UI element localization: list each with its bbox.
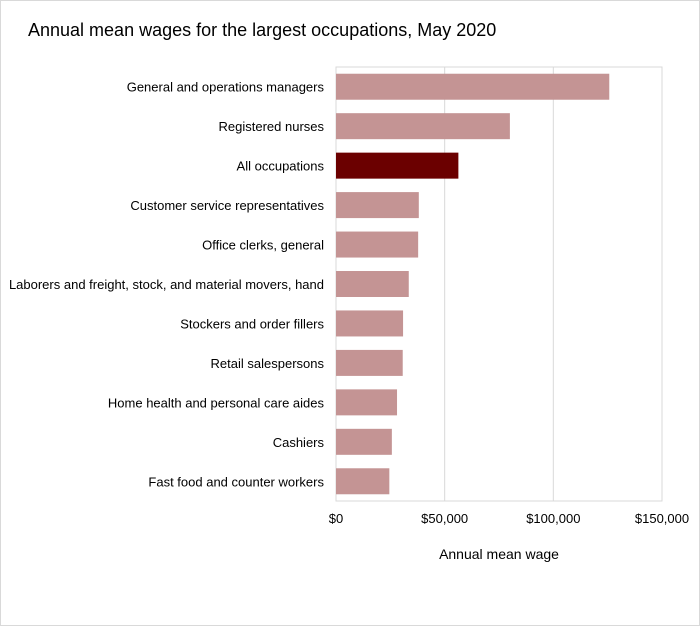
category-label: Fast food and counter workers	[148, 474, 324, 489]
category-label: Laborers and freight, stock, and materia…	[9, 277, 324, 292]
category-label: Office clerks, general	[202, 238, 324, 253]
category-labels: General and operations managers Registere…	[9, 80, 325, 490]
bar	[336, 73, 610, 100]
bar	[336, 231, 419, 258]
bar	[336, 349, 403, 376]
category-label: Stockers and order fillers	[180, 316, 324, 331]
bar	[336, 271, 409, 297]
chart-title: Annual mean wages for the largest occupa…	[28, 20, 497, 40]
bar-highlight	[336, 152, 459, 179]
x-tick-labels: $0 $50,000 $100,000 $150,000	[329, 511, 689, 526]
bar	[336, 468, 390, 495]
category-label: All occupations	[237, 159, 325, 174]
bars	[336, 73, 610, 495]
x-tick-label: $0	[329, 511, 343, 526]
bar	[336, 192, 419, 219]
x-tick-label: $100,000	[526, 511, 580, 526]
x-axis-title: Annual mean wage	[439, 546, 559, 562]
bar	[336, 310, 404, 337]
x-tick-label: $50,000	[421, 511, 468, 526]
category-label: Retail salespersons	[211, 356, 325, 371]
category-label: Home health and personal care aides	[108, 395, 325, 410]
bar	[336, 389, 398, 416]
category-label: Cashiers	[273, 435, 325, 450]
category-label: Registered nurses	[219, 119, 325, 134]
category-label: Customer service representatives	[130, 198, 324, 213]
category-label: General and operations managers	[127, 80, 325, 95]
bar	[336, 113, 510, 140]
x-tick-label: $150,000	[635, 511, 689, 526]
bar	[336, 428, 392, 455]
